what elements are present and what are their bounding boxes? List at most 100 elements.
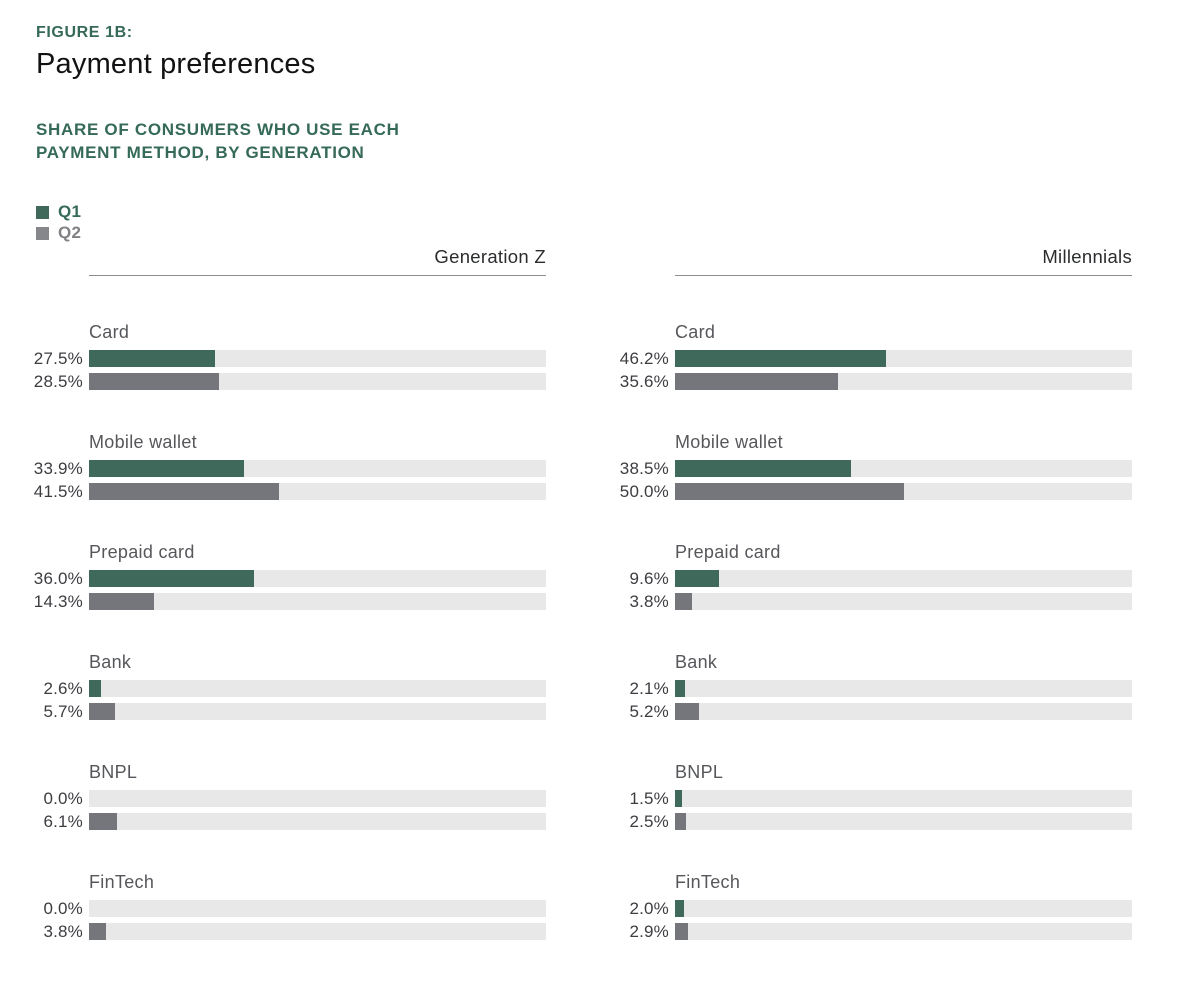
bar-track [89,900,546,917]
bar-track [89,350,546,367]
category-group: Mobile wallet 38.5% 50.0% [606,431,1132,500]
bar-value-label: 41.5% [33,482,83,501]
category-group: Card 27.5% 28.5% [20,321,546,390]
bar-value-label: 3.8% [43,922,83,941]
figure-header: FIGURE 1B: Payment preferences SHARE OF … [0,24,1192,164]
bar-value-label: 38.5% [619,459,669,478]
bar-value-label: 5.7% [43,702,83,721]
category-label: BNPL [675,762,724,782]
bar-value-label: 0.0% [43,899,83,918]
category-label: BNPL [89,762,138,782]
bar-track [675,923,1132,940]
bar-row-q1: 2.0% [606,900,1132,917]
bar-fill-q2 [675,813,687,830]
bar-value-label: 2.6% [43,679,83,698]
bar-fill-q2 [89,923,107,940]
bar-row-q2: 41.5% [20,483,546,500]
bar-track [89,703,546,720]
bar-fill-q2 [675,923,689,940]
panel-body: Card 27.5% 28.5% Mobile wallet 33.9% 41.5% Pre… [20,321,546,940]
bar-track [89,570,546,587]
bar-fill-q1 [89,680,101,697]
bar-fill-q2 [89,813,117,830]
bar-fill-q2 [675,593,693,610]
bar-row-q1: 9.6% [606,570,1132,587]
legend-item-q2: Q2 [36,223,1192,242]
chart-area: Generation Z Card 27.5% 28.5% Mobile wallet… [0,246,1192,981]
bar-row-q2: 6.1% [20,813,546,830]
bar-track [675,593,1132,610]
bar-value-label: 28.5% [33,372,83,391]
category-group: Mobile wallet 33.9% 41.5% [20,431,546,500]
bar-row-q2: 3.8% [606,593,1132,610]
category-label: Prepaid card [675,542,781,562]
legend-item-q1: Q1 [36,202,1192,221]
bar-row-q1: 2.1% [606,680,1132,697]
bar-value-label: 1.5% [629,789,669,808]
bar-fill-q2 [89,373,220,390]
category-group: BNPL 0.0% 6.1% [20,761,546,830]
bar-track [89,593,546,610]
bar-fill-q1 [675,460,851,477]
bar-row-q1: 1.5% [606,790,1132,807]
category-label: Prepaid card [89,542,195,562]
bar-row-q1: 0.0% [20,790,546,807]
bar-track [89,813,546,830]
bar-track [89,923,546,940]
panel-title: Generation Z [89,246,546,276]
category-group: FinTech 0.0% 3.8% [20,871,546,940]
bar-row-q2: 35.6% [606,373,1132,390]
bar-value-label: 27.5% [33,349,83,368]
bar-fill-q1 [675,680,685,697]
bar-track [675,900,1132,917]
figure-subtitle-line1: SHARE OF CONSUMERS WHO USE EACH [36,120,400,139]
legend-swatch-icon [36,226,49,240]
bar-fill-q1 [675,350,887,367]
bar-row-q2: 14.3% [20,593,546,610]
bar-row-q1: 27.5% [20,350,546,367]
bar-fill-q2 [89,593,155,610]
legend-label: Q1 [58,202,82,221]
bar-fill-q1 [675,570,719,587]
bar-track [675,570,1132,587]
bar-row-q1: 2.6% [20,680,546,697]
legend-swatch-icon [36,205,49,219]
category-group: Card 46.2% 35.6% [606,321,1132,390]
category-label: Bank [89,652,132,672]
category-label: FinTech [675,872,741,892]
bar-value-label: 36.0% [33,569,83,588]
bar-fill-q2 [89,703,116,720]
bar-row-q1: 33.9% [20,460,546,477]
category-label: Mobile wallet [675,432,783,452]
bar-row-q1: 38.5% [606,460,1132,477]
bar-track [89,483,546,500]
category-group: Prepaid card 9.6% 3.8% [606,541,1132,610]
category-label: Card [89,322,130,342]
bar-value-label: 6.1% [43,812,83,831]
figure-subtitle: SHARE OF CONSUMERS WHO USE EACH PAYMENT … [36,118,1192,164]
bar-value-label: 35.6% [619,372,669,391]
bar-track [89,373,546,390]
bar-track [89,790,546,807]
bar-track [675,703,1132,720]
category-group: Bank 2.6% 5.7% [20,651,546,720]
bar-value-label: 3.8% [629,592,669,611]
bar-row-q2: 5.7% [20,703,546,720]
figure-eyebrow: FIGURE 1B: [36,24,133,41]
legend: Q1 Q2 [36,202,1192,242]
bar-track [89,680,546,697]
panel-title: Millennials [675,246,1132,276]
bar-track [89,460,546,477]
bar-row-q2: 3.8% [20,923,546,940]
category-group: Prepaid card 36.0% 14.3% [20,541,546,610]
bar-row-q2: 2.5% [606,813,1132,830]
legend-label: Q2 [58,223,82,242]
panel-body: Card 46.2% 35.6% Mobile wallet 38.5% 50.0% Pre… [606,321,1132,940]
bar-fill-q1 [89,350,215,367]
category-label: Card [675,322,716,342]
bar-value-label: 14.3% [33,592,83,611]
category-group: Bank 2.1% 5.2% [606,651,1132,720]
bar-row-q1: 0.0% [20,900,546,917]
bar-row-q2: 2.9% [606,923,1132,940]
